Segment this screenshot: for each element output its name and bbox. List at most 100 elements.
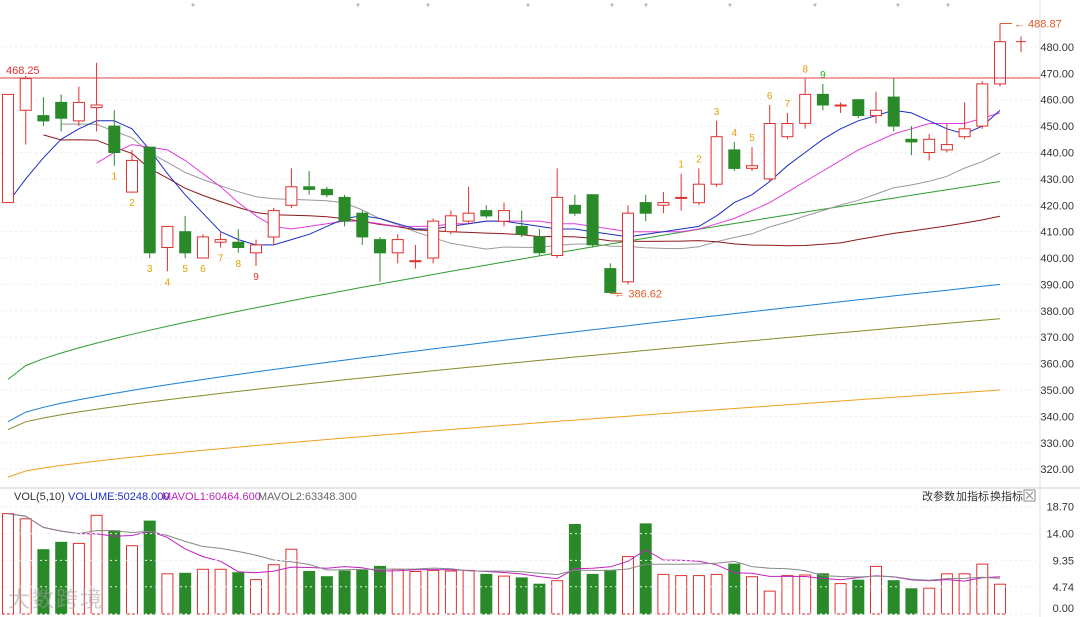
ma-line — [96, 112, 1001, 233]
candle — [852, 99, 865, 119]
candle-body — [285, 186, 298, 206]
volume-bar — [781, 575, 794, 615]
close-icon[interactable] — [1023, 489, 1036, 502]
event-marker: * — [191, 2, 195, 13]
ma-line — [61, 123, 1001, 250]
candle — [515, 210, 528, 237]
candle — [994, 23, 1006, 87]
close-panel-button[interactable] — [1023, 489, 1036, 502]
price-tick-label: 440.00 — [1040, 148, 1074, 160]
low-label: ← 386.62 — [614, 288, 662, 300]
candle — [622, 205, 634, 285]
candle-body — [639, 202, 652, 214]
volume-bar — [976, 563, 989, 615]
reference-line-label: 468.25 — [6, 65, 40, 77]
candle-body — [746, 165, 758, 169]
candle — [409, 244, 422, 269]
candle-body — [232, 241, 245, 248]
vol-mavol2-label: MAVOL2:63348.300 — [258, 491, 357, 503]
candle-body — [303, 186, 316, 190]
candle-body — [675, 196, 688, 199]
volume-bar — [374, 565, 386, 615]
volume-bar — [37, 549, 50, 615]
sequence-mark: 5 — [749, 133, 755, 144]
volume-bar — [320, 576, 333, 615]
vol-indicator-name: VOL(5,10) — [14, 491, 65, 503]
candle — [976, 81, 989, 129]
volume-bar — [692, 575, 705, 615]
volume-bar — [72, 542, 85, 615]
add-indicator-button[interactable]: 加指标 — [956, 489, 989, 503]
candle — [834, 102, 847, 113]
sequence-mark: 8 — [236, 259, 242, 270]
candle — [444, 210, 457, 235]
volume-bar — [338, 570, 351, 615]
volume-moving-averages — [7, 513, 1001, 582]
candle-body — [320, 188, 333, 196]
price-tick-label: 430.00 — [1040, 174, 1074, 186]
sequence-mark: 7 — [218, 254, 224, 265]
candle — [72, 86, 85, 127]
candle — [338, 194, 351, 227]
candle-body — [143, 146, 156, 254]
candle — [232, 229, 245, 253]
candle-body — [586, 194, 599, 246]
volume-bar — [427, 569, 440, 615]
candle-body — [108, 125, 121, 153]
price-tick-label: 340.00 — [1040, 411, 1074, 423]
candle — [746, 147, 758, 171]
price-tick-label: 400.00 — [1040, 253, 1074, 265]
candle — [90, 62, 103, 132]
watermark: 大数跨境 — [8, 582, 104, 614]
price-tick-label: 350.00 — [1040, 385, 1074, 397]
candle-body — [55, 101, 68, 119]
volume-bar — [870, 565, 882, 615]
candle — [161, 225, 174, 272]
event-marker: * — [728, 2, 732, 13]
volume-bar — [196, 568, 209, 615]
candle-body — [781, 123, 794, 138]
sequence-mark: 1 — [112, 172, 118, 183]
sequence-mark: 9 — [253, 272, 259, 283]
volume-bar — [675, 575, 688, 615]
volume-bars — [2, 513, 1006, 615]
swap-indicator-button[interactable]: 换指标 — [990, 489, 1023, 503]
candle — [427, 218, 440, 264]
vol-tick-label: 14.00 — [1046, 529, 1074, 541]
candle — [940, 123, 953, 153]
candle-body — [267, 210, 280, 238]
vol-ma-line — [7, 513, 1001, 582]
candle-body — [940, 144, 953, 151]
candle-body — [994, 41, 1006, 85]
candle-body — [409, 260, 422, 263]
candle — [870, 91, 882, 124]
candle-body — [604, 268, 617, 293]
volume-bar — [923, 587, 936, 615]
candle — [267, 207, 280, 245]
candle — [374, 236, 386, 282]
candles — [2, 23, 1006, 294]
vol-ma-line — [7, 513, 1001, 581]
event-marker: * — [946, 2, 950, 13]
candle — [675, 173, 688, 211]
candle — [763, 105, 776, 182]
candle-body — [498, 210, 510, 222]
candle — [781, 112, 794, 140]
candle-body — [444, 215, 457, 233]
volume-bar — [604, 569, 617, 615]
candle-body — [657, 202, 670, 206]
candle-body — [958, 128, 971, 138]
candle-body — [374, 239, 386, 254]
candle-body — [923, 138, 936, 154]
candle — [179, 215, 192, 259]
price-tick-label: 420.00 — [1040, 200, 1074, 212]
price-tick-label: 360.00 — [1040, 359, 1074, 371]
change-params-button[interactable]: 改参数 — [922, 489, 955, 503]
sequence-mark: 7 — [785, 99, 791, 110]
candle-body — [533, 236, 546, 254]
volume-bar — [250, 579, 262, 615]
volume-bar — [586, 573, 599, 615]
candle-body — [816, 93, 829, 106]
candle — [462, 186, 475, 224]
candle-body — [515, 225, 528, 235]
